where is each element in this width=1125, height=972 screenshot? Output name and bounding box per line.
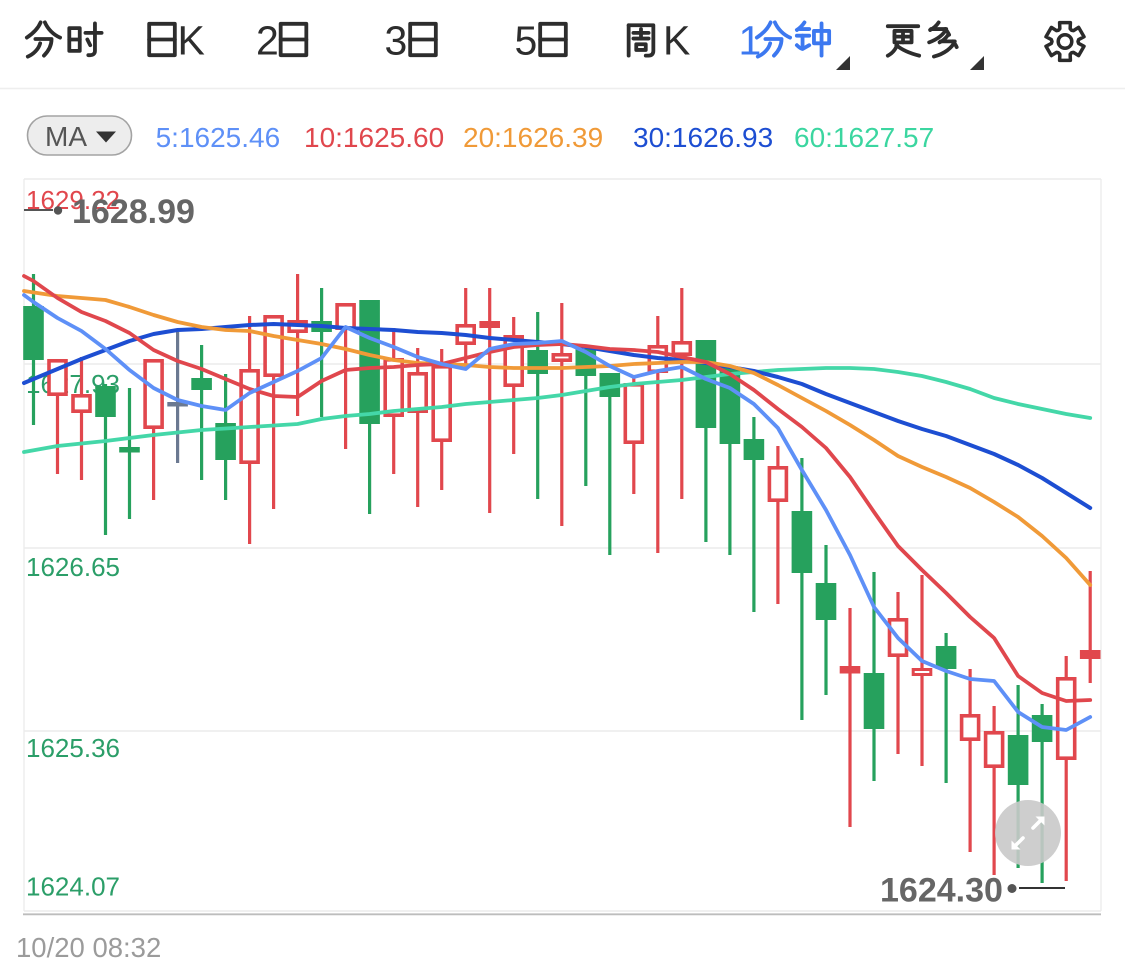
svg-text:K: K <box>178 18 205 64</box>
svg-text:3: 3 <box>385 18 408 64</box>
svg-text:2: 2 <box>256 18 279 64</box>
svg-text:10/20 08:32: 10/20 08:32 <box>16 932 161 963</box>
svg-text:5:1625.46: 5:1625.46 <box>156 122 281 153</box>
svg-text:20:1626.39: 20:1626.39 <box>463 122 603 153</box>
svg-text:K: K <box>663 18 690 64</box>
svg-text:1624.07: 1624.07 <box>26 872 120 902</box>
svg-text:1625.36: 1625.36 <box>26 733 120 763</box>
svg-text:1624.30: 1624.30 <box>880 872 1003 910</box>
svg-text:10:1625.60: 10:1625.60 <box>304 122 444 153</box>
svg-text:1628.99: 1628.99 <box>72 193 195 231</box>
svg-text:1: 1 <box>739 18 762 64</box>
svg-text:60:1627.57: 60:1627.57 <box>794 122 934 153</box>
svg-text:1626.65: 1626.65 <box>26 552 120 582</box>
svg-text:30:1626.93: 30:1626.93 <box>633 122 773 153</box>
svg-text:MA: MA <box>45 121 87 152</box>
svg-text:5: 5 <box>515 18 538 64</box>
